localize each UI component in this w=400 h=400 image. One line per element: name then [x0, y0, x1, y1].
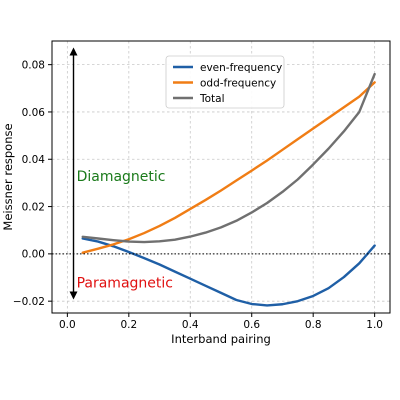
- x-tick-label: 0.2: [120, 319, 137, 331]
- x-tick-label: 0.6: [243, 319, 260, 331]
- plot-frame: [51, 40, 391, 314]
- x-tick-label: 1.0: [366, 319, 383, 331]
- legend: even-frequency odd-frequency Total: [165, 55, 285, 109]
- x-tick-label: 0.8: [305, 319, 322, 331]
- axis-ticks: 0.0 0.2 0.4 0.6 0.8 1.0 −0.02 0.00 0.02 0.04 0.06 0…: [13, 59, 383, 331]
- x-tick-label: 0.4: [182, 319, 199, 331]
- y-tick-label: 0.04: [22, 154, 46, 166]
- annotation-layer: Diamagnetic Paramagnetic: [52, 47, 390, 300]
- legend-label: Total: [199, 93, 225, 105]
- series-line-even-frequency: [81, 237, 376, 307]
- legend-box: [165, 55, 285, 109]
- y-tick-label: 0.08: [22, 59, 45, 71]
- y-tick-label: −0.02: [13, 296, 45, 308]
- legend-label: even-frequency: [200, 62, 282, 74]
- series-line-total: [81, 72, 376, 244]
- x-axis-label: Interband pairing: [171, 332, 271, 346]
- legend-label: odd-frequency: [200, 77, 276, 89]
- y-tick-label: 0.06: [22, 107, 46, 119]
- y-axis-label: Meissner response: [1, 123, 15, 230]
- y-tick-label: 0.00: [22, 249, 45, 261]
- diamagnetic-label: Diamagnetic: [77, 169, 166, 185]
- series-lines: [81, 72, 376, 307]
- x-tick-label: 0.0: [59, 319, 76, 331]
- y-tick-label: 0.02: [22, 201, 45, 213]
- paramagnetic-label: Paramagnetic: [77, 275, 173, 291]
- series-line-odd-frequency: [81, 81, 376, 254]
